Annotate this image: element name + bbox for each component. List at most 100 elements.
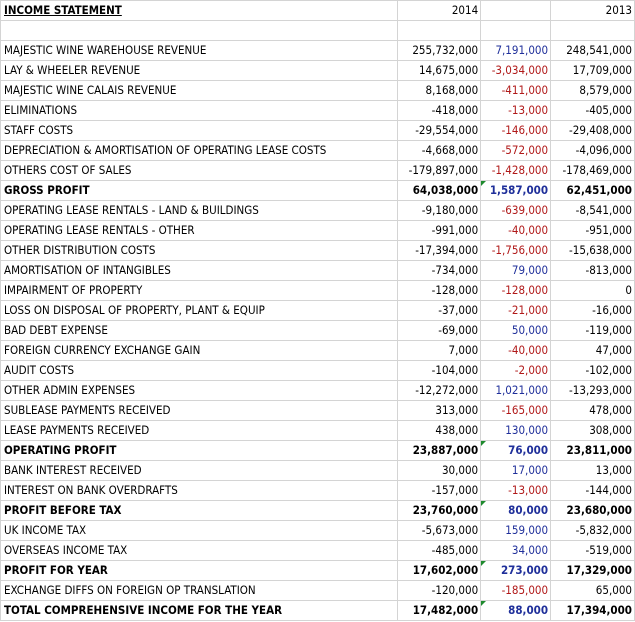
value-2014-cell[interactable]: 8,168,000 xyxy=(397,80,482,101)
difference-cell[interactable]: -1,428,000 xyxy=(480,160,552,181)
value-2013-cell[interactable]: 17,394,000 xyxy=(550,600,635,621)
header-label-cell[interactable]: INCOME STATEMENT xyxy=(0,0,399,21)
difference-cell[interactable]: -165,000 xyxy=(480,400,552,421)
comment-marker-icon[interactable] xyxy=(481,181,487,186)
value-2014-cell[interactable]: 438,000 xyxy=(397,420,482,441)
value-2014-cell[interactable] xyxy=(397,20,482,41)
value-2014-cell[interactable]: -418,000 xyxy=(397,100,482,121)
value-2013-cell[interactable]: 23,811,000 xyxy=(550,440,635,461)
value-2013-cell[interactable]: 248,541,000 xyxy=(550,40,635,61)
value-2014-cell[interactable]: 23,887,000 xyxy=(397,440,482,461)
value-2014-cell[interactable]: -37,000 xyxy=(397,300,482,321)
difference-cell[interactable]: -1,756,000 xyxy=(480,240,552,261)
row-label-cell[interactable]: OTHER DISTRIBUTION COSTS xyxy=(0,240,399,261)
header-2014-cell[interactable]: 2014 xyxy=(397,0,482,21)
difference-cell[interactable]: -128,000 xyxy=(480,280,552,301)
difference-cell[interactable]: 1,021,000 xyxy=(480,380,552,401)
header-2013-cell[interactable]: 2013 xyxy=(550,0,635,21)
row-label-cell[interactable]: AUDIT COSTS xyxy=(0,360,399,381)
comment-marker-icon[interactable] xyxy=(481,501,487,506)
value-2013-cell[interactable]: 13,000 xyxy=(550,460,635,481)
row-label-cell[interactable]: OPERATING LEASE RENTALS - OTHER xyxy=(0,220,399,241)
value-2013-cell[interactable]: -144,000 xyxy=(550,480,635,501)
difference-cell[interactable]: -13,000 xyxy=(480,480,552,501)
value-2013-cell[interactable] xyxy=(550,20,635,41)
difference-cell[interactable]: -572,000 xyxy=(480,140,552,161)
row-label-cell[interactable]: OTHERS COST OF SALES xyxy=(0,160,399,181)
row-label-cell[interactable]: LEASE PAYMENTS RECEIVED xyxy=(0,420,399,441)
value-2013-cell[interactable]: -405,000 xyxy=(550,100,635,121)
row-label-cell[interactable]: INTEREST ON BANK OVERDRAFTS xyxy=(0,480,399,501)
row-label-cell[interactable]: OPERATING PROFIT xyxy=(0,440,399,461)
row-label-cell[interactable]: TOTAL COMPREHENSIVE INCOME FOR THE YEAR xyxy=(0,600,399,621)
difference-cell[interactable]: 76,000 xyxy=(480,440,552,461)
difference-cell[interactable]: -21,000 xyxy=(480,300,552,321)
value-2014-cell[interactable]: 64,038,000 xyxy=(397,180,482,201)
row-label-cell[interactable] xyxy=(0,20,399,41)
value-2013-cell[interactable]: 17,329,000 xyxy=(550,560,635,581)
difference-cell[interactable]: 1,587,000 xyxy=(480,180,552,201)
value-2013-cell[interactable]: -15,638,000 xyxy=(550,240,635,261)
difference-cell[interactable]: 273,000 xyxy=(480,560,552,581)
row-label-cell[interactable]: SUBLEASE PAYMENTS RECEIVED xyxy=(0,400,399,421)
difference-cell[interactable]: -639,000 xyxy=(480,200,552,221)
value-2014-cell[interactable]: 23,760,000 xyxy=(397,500,482,521)
row-label-cell[interactable]: PROFIT BEFORE TAX xyxy=(0,500,399,521)
row-label-cell[interactable]: IMPAIRMENT OF PROPERTY xyxy=(0,280,399,301)
row-label-cell[interactable]: FOREIGN CURRENCY EXCHANGE GAIN xyxy=(0,340,399,361)
value-2013-cell[interactable]: 65,000 xyxy=(550,580,635,601)
row-label-cell[interactable]: EXCHANGE DIFFS ON FOREIGN OP TRANSLATION xyxy=(0,580,399,601)
value-2014-cell[interactable]: -12,272,000 xyxy=(397,380,482,401)
difference-cell[interactable] xyxy=(480,20,552,41)
difference-cell[interactable]: -40,000 xyxy=(480,220,552,241)
value-2013-cell[interactable]: 62,451,000 xyxy=(550,180,635,201)
difference-cell[interactable]: -2,000 xyxy=(480,360,552,381)
value-2013-cell[interactable]: -16,000 xyxy=(550,300,635,321)
value-2014-cell[interactable]: -991,000 xyxy=(397,220,482,241)
difference-cell[interactable]: 7,191,000 xyxy=(480,40,552,61)
value-2014-cell[interactable]: -485,000 xyxy=(397,540,482,561)
difference-cell[interactable]: -146,000 xyxy=(480,120,552,141)
value-2014-cell[interactable]: -17,394,000 xyxy=(397,240,482,261)
value-2013-cell[interactable]: 23,680,000 xyxy=(550,500,635,521)
difference-cell[interactable]: -3,034,000 xyxy=(480,60,552,81)
value-2014-cell[interactable]: -734,000 xyxy=(397,260,482,281)
value-2014-cell[interactable]: 17,482,000 xyxy=(397,600,482,621)
difference-cell[interactable]: -411,000 xyxy=(480,80,552,101)
value-2014-cell[interactable]: 30,000 xyxy=(397,460,482,481)
row-label-cell[interactable]: STAFF COSTS xyxy=(0,120,399,141)
difference-cell[interactable]: 159,000 xyxy=(480,520,552,541)
row-label-cell[interactable]: OPERATING LEASE RENTALS - LAND & BUILDIN… xyxy=(0,200,399,221)
difference-cell[interactable]: 80,000 xyxy=(480,500,552,521)
row-label-cell[interactable]: OTHER ADMIN EXPENSES xyxy=(0,380,399,401)
value-2013-cell[interactable]: -8,541,000 xyxy=(550,200,635,221)
row-label-cell[interactable]: LAY & WHEELER REVENUE xyxy=(0,60,399,81)
difference-cell[interactable]: 130,000 xyxy=(480,420,552,441)
value-2014-cell[interactable]: -29,554,000 xyxy=(397,120,482,141)
value-2013-cell[interactable]: 478,000 xyxy=(550,400,635,421)
value-2013-cell[interactable]: -102,000 xyxy=(550,360,635,381)
comment-marker-icon[interactable] xyxy=(481,601,487,606)
value-2014-cell[interactable]: 255,732,000 xyxy=(397,40,482,61)
row-label-cell[interactable]: LOSS ON DISPOSAL OF PROPERTY, PLANT & EQ… xyxy=(0,300,399,321)
header-diff-cell[interactable] xyxy=(480,0,552,21)
value-2014-cell[interactable]: -9,180,000 xyxy=(397,200,482,221)
value-2014-cell[interactable]: -157,000 xyxy=(397,480,482,501)
value-2013-cell[interactable]: -13,293,000 xyxy=(550,380,635,401)
value-2014-cell[interactable]: -104,000 xyxy=(397,360,482,381)
difference-cell[interactable]: 34,000 xyxy=(480,540,552,561)
value-2014-cell[interactable]: 14,675,000 xyxy=(397,60,482,81)
value-2013-cell[interactable]: 17,709,000 xyxy=(550,60,635,81)
value-2013-cell[interactable]: -4,096,000 xyxy=(550,140,635,161)
row-label-cell[interactable]: MAJESTIC WINE CALAIS REVENUE xyxy=(0,80,399,101)
value-2013-cell[interactable]: -813,000 xyxy=(550,260,635,281)
value-2013-cell[interactable]: -5,832,000 xyxy=(550,520,635,541)
row-label-cell[interactable]: BAD DEBT EXPENSE xyxy=(0,320,399,341)
value-2013-cell[interactable]: -29,408,000 xyxy=(550,120,635,141)
value-2014-cell[interactable]: 7,000 xyxy=(397,340,482,361)
value-2013-cell[interactable]: 8,579,000 xyxy=(550,80,635,101)
value-2013-cell[interactable]: -519,000 xyxy=(550,540,635,561)
row-label-cell[interactable]: BANK INTEREST RECEIVED xyxy=(0,460,399,481)
value-2013-cell[interactable]: 47,000 xyxy=(550,340,635,361)
difference-cell[interactable]: 50,000 xyxy=(480,320,552,341)
